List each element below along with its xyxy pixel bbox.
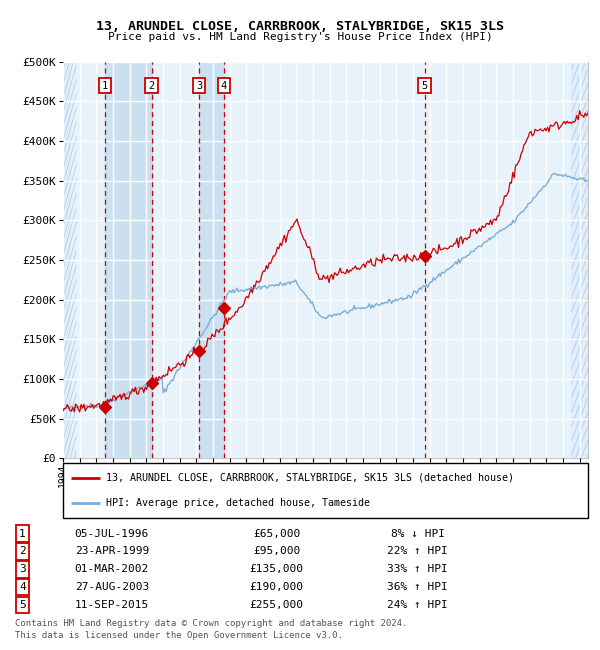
- Text: 8% ↓ HPI: 8% ↓ HPI: [391, 528, 445, 538]
- Text: 1: 1: [102, 81, 108, 90]
- FancyBboxPatch shape: [63, 463, 588, 518]
- Text: Price paid vs. HM Land Registry's House Price Index (HPI): Price paid vs. HM Land Registry's House …: [107, 32, 493, 42]
- Bar: [199, 62, 224, 458]
- Text: 27-AUG-2003: 27-AUG-2003: [75, 582, 149, 592]
- Text: 36% ↑ HPI: 36% ↑ HPI: [387, 582, 448, 592]
- Bar: [63, 62, 71, 458]
- Text: 01-MAR-2002: 01-MAR-2002: [75, 564, 149, 575]
- Text: 2: 2: [19, 547, 26, 556]
- Text: 2: 2: [148, 81, 155, 90]
- Text: 13, ARUNDEL CLOSE, CARRBROOK, STALYBRIDGE, SK15 3LS (detached house): 13, ARUNDEL CLOSE, CARRBROOK, STALYBRIDG…: [106, 473, 514, 483]
- Text: £255,000: £255,000: [250, 601, 304, 610]
- Text: 4: 4: [221, 81, 227, 90]
- Text: £95,000: £95,000: [253, 547, 300, 556]
- Text: 5: 5: [19, 601, 26, 610]
- Text: 23-APR-1999: 23-APR-1999: [75, 547, 149, 556]
- Text: HPI: Average price, detached house, Tameside: HPI: Average price, detached house, Tame…: [106, 498, 370, 508]
- Text: 1: 1: [19, 528, 26, 538]
- Text: 05-JUL-1996: 05-JUL-1996: [75, 528, 149, 538]
- Bar: [571, 62, 588, 458]
- Text: This data is licensed under the Open Government Licence v3.0.: This data is licensed under the Open Gov…: [15, 630, 343, 640]
- Text: 22% ↑ HPI: 22% ↑ HPI: [387, 547, 448, 556]
- Text: £190,000: £190,000: [250, 582, 304, 592]
- Text: 3: 3: [196, 81, 202, 90]
- Text: 3: 3: [19, 564, 26, 575]
- Text: 4: 4: [19, 582, 26, 592]
- Text: Contains HM Land Registry data © Crown copyright and database right 2024.: Contains HM Land Registry data © Crown c…: [15, 619, 407, 628]
- Text: 33% ↑ HPI: 33% ↑ HPI: [387, 564, 448, 575]
- Text: £135,000: £135,000: [250, 564, 304, 575]
- Text: 24% ↑ HPI: 24% ↑ HPI: [387, 601, 448, 610]
- Text: 5: 5: [421, 81, 428, 90]
- Bar: [105, 62, 152, 458]
- Text: £65,000: £65,000: [253, 528, 300, 538]
- Text: 13, ARUNDEL CLOSE, CARRBROOK, STALYBRIDGE, SK15 3LS: 13, ARUNDEL CLOSE, CARRBROOK, STALYBRIDG…: [96, 20, 504, 32]
- Text: 11-SEP-2015: 11-SEP-2015: [75, 601, 149, 610]
